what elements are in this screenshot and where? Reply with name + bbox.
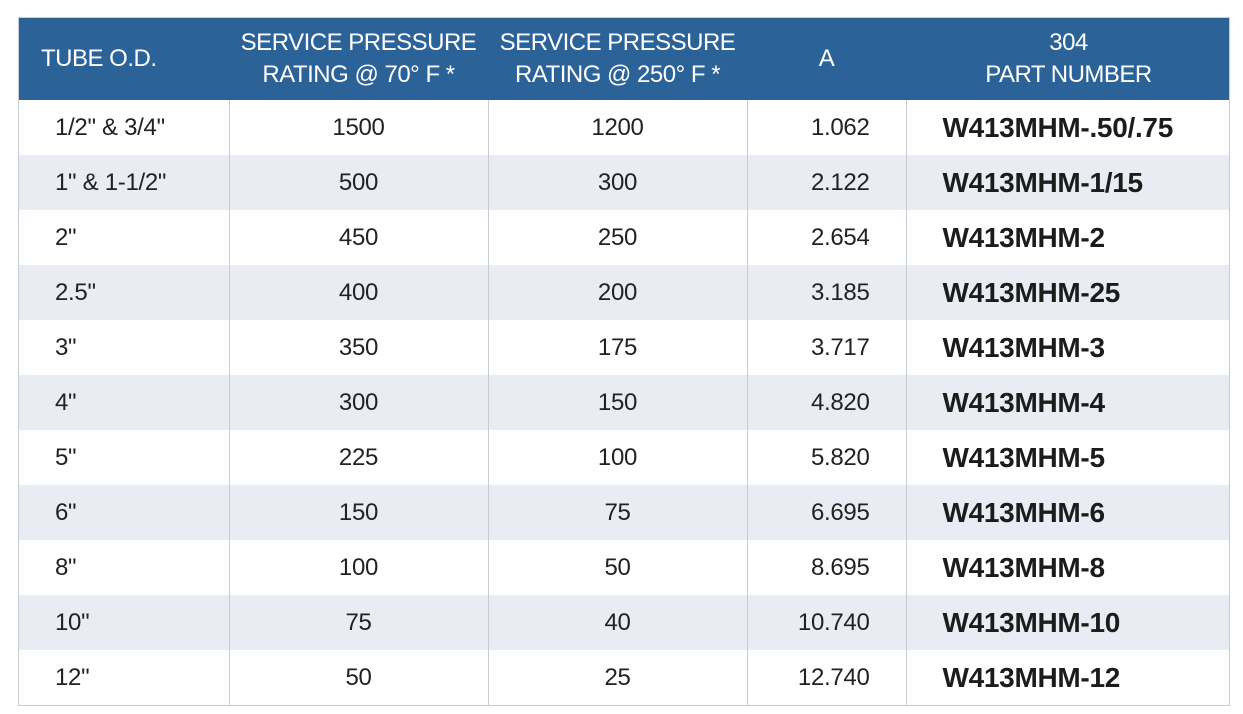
header-pressure-70-line1: SERVICE PRESSURE xyxy=(240,29,477,56)
header-tube-od: TUBE O.D. xyxy=(19,18,229,100)
cell-tube-od: 1" & 1-1/2" xyxy=(55,168,167,196)
cell-part-number: W413MHM-.50/.75 xyxy=(905,100,1229,155)
table-row: 12" 50 25 12.740 W413MHM-12 xyxy=(19,650,1229,705)
cell-a: 2.122 xyxy=(746,155,906,210)
cell-pressure-250: 25 xyxy=(487,650,747,705)
table-row: 3" 350 175 3.717 W413MHM-3 xyxy=(19,320,1229,375)
table-row: 10" 75 40 10.740 W413MHM-10 xyxy=(19,595,1229,650)
cell-pressure-250: 150 xyxy=(487,375,747,430)
spec-table: TUBE O.D. SERVICE PRESSURE RATING @ 70° … xyxy=(19,18,1229,705)
header-row: TUBE O.D. SERVICE PRESSURE RATING @ 70° … xyxy=(19,18,1229,100)
cell-tube-od: 8" xyxy=(55,553,77,581)
cell-tube-od: 10" xyxy=(55,608,90,636)
cell-pressure-250: 300 xyxy=(487,155,747,210)
header-part-line1: 304 xyxy=(1049,29,1088,56)
cell-pressure-70: 300 xyxy=(228,375,488,430)
table-header: TUBE O.D. SERVICE PRESSURE RATING @ 70° … xyxy=(19,18,1229,100)
cell-part-number: W413MHM-5 xyxy=(905,430,1229,485)
cell-a: 4.820 xyxy=(746,375,906,430)
header-pressure-70: SERVICE PRESSURE RATING @ 70° F * xyxy=(229,18,488,100)
cell-a: 3.717 xyxy=(746,320,906,375)
cell-a: 12.740 xyxy=(746,650,906,705)
cell-pressure-250: 250 xyxy=(487,210,747,265)
cell-pressure-250: 175 xyxy=(487,320,747,375)
cell-pressure-70: 350 xyxy=(228,320,488,375)
table-row: 6" 150 75 6.695 W413MHM-6 xyxy=(19,485,1229,540)
header-part-line2: PART NUMBER xyxy=(985,61,1152,88)
cell-pressure-70: 225 xyxy=(228,430,488,485)
table-row: 1" & 1-1/2" 500 300 2.122 W413MHM-1/15 xyxy=(19,155,1229,210)
table-row: 2" 450 250 2.654 W413MHM-2 xyxy=(19,210,1229,265)
cell-a: 6.695 xyxy=(746,485,906,540)
cell-part-number: W413MHM-10 xyxy=(905,595,1229,650)
cell-a: 5.820 xyxy=(746,430,906,485)
cell-pressure-250: 1200 xyxy=(487,100,747,155)
header-pressure-250-line1: SERVICE PRESSURE xyxy=(499,29,736,56)
table-body: 1/2" & 3/4" 1500 1200 1.062 W413MHM-.50/.75 1… xyxy=(19,100,1229,705)
table-row: 2.5" 400 200 3.185 W413MHM-25 xyxy=(19,265,1229,320)
spec-table-container: TUBE O.D. SERVICE PRESSURE RATING @ 70° … xyxy=(18,17,1230,706)
table-row: 1/2" & 3/4" 1500 1200 1.062 W413MHM-.50/.75 xyxy=(19,100,1229,155)
cell-pressure-250: 40 xyxy=(487,595,747,650)
cell-part-number: W413MHM-2 xyxy=(905,210,1229,265)
cell-part-number: W413MHM-8 xyxy=(905,540,1229,595)
cell-part-number: W413MHM-12 xyxy=(905,650,1229,705)
header-pressure-70-line2: RATING @ 70° F * xyxy=(262,61,455,88)
cell-pressure-250: 75 xyxy=(487,485,747,540)
cell-tube-od: 4" xyxy=(55,388,77,416)
header-tube-od-label: TUBE O.D. xyxy=(41,45,157,72)
table-row: 8" 100 50 8.695 W413MHM-8 xyxy=(19,540,1229,595)
cell-pressure-70: 450 xyxy=(228,210,488,265)
cell-tube-od: 12" xyxy=(55,663,90,691)
cell-pressure-70: 1500 xyxy=(228,100,488,155)
cell-part-number: W413MHM-4 xyxy=(905,375,1229,430)
cell-part-number: W413MHM-3 xyxy=(905,320,1229,375)
cell-a: 2.654 xyxy=(746,210,906,265)
cell-a: 1.062 xyxy=(746,100,906,155)
header-a: A xyxy=(747,18,906,100)
table-row: 5" 225 100 5.820 W413MHM-5 xyxy=(19,430,1229,485)
cell-pressure-70: 500 xyxy=(228,155,488,210)
header-a-label: A xyxy=(818,45,835,72)
cell-tube-od: 6" xyxy=(55,498,77,526)
cell-pressure-70: 400 xyxy=(228,265,488,320)
cell-pressure-70: 150 xyxy=(228,485,488,540)
cell-part-number: W413MHM-6 xyxy=(905,485,1229,540)
cell-tube-od: 2" xyxy=(55,223,77,251)
cell-pressure-250: 100 xyxy=(487,430,747,485)
cell-tube-od: 5" xyxy=(55,443,77,471)
cell-pressure-70: 100 xyxy=(228,540,488,595)
header-part-number: 304 PART NUMBER xyxy=(906,18,1229,100)
cell-a: 10.740 xyxy=(746,595,906,650)
header-pressure-250: SERVICE PRESSURE RATING @ 250° F * xyxy=(488,18,747,100)
cell-pressure-250: 50 xyxy=(487,540,747,595)
header-pressure-250-line2: RATING @ 250° F * xyxy=(514,61,721,88)
table-row: 4" 300 150 4.820 W413MHM-4 xyxy=(19,375,1229,430)
cell-tube-od: 2.5" xyxy=(55,278,96,306)
cell-a: 8.695 xyxy=(746,540,906,595)
cell-tube-od: 3" xyxy=(55,333,77,361)
cell-part-number: W413MHM-25 xyxy=(905,265,1229,320)
cell-a: 3.185 xyxy=(746,265,906,320)
cell-tube-od: 1/2" & 3/4" xyxy=(55,113,165,141)
cell-part-number: W413MHM-1/15 xyxy=(905,155,1229,210)
cell-pressure-250: 200 xyxy=(487,265,747,320)
cell-pressure-70: 75 xyxy=(228,595,488,650)
cell-pressure-70: 50 xyxy=(228,650,488,705)
